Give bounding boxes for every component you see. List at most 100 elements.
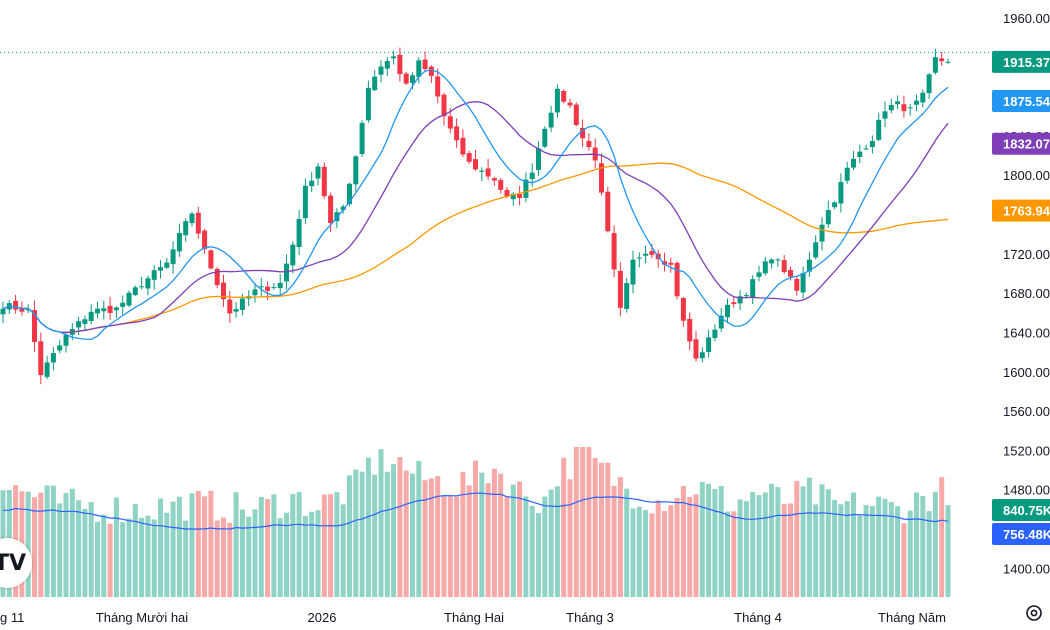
volume-bar xyxy=(428,478,434,597)
candle-body xyxy=(44,362,50,377)
settings-gear-icon[interactable] xyxy=(1024,603,1044,623)
candle-body xyxy=(869,140,875,148)
volume-bar xyxy=(302,516,308,597)
candle-body xyxy=(769,259,775,264)
candle-body xyxy=(504,189,510,197)
y-tick-label: 1480.00 xyxy=(1003,483,1050,498)
volume-bar xyxy=(926,511,932,597)
price-badge-label: 1832.07 xyxy=(1003,137,1050,152)
volume-bar xyxy=(353,469,359,597)
candle-body xyxy=(901,104,907,112)
volume-bar xyxy=(542,496,548,597)
volume-bar xyxy=(932,491,938,597)
volume-bar xyxy=(271,494,277,597)
candle-body xyxy=(435,76,441,97)
candle-body xyxy=(296,218,302,247)
volume-bar xyxy=(57,503,63,597)
volume-bar xyxy=(170,501,176,597)
volume-bar xyxy=(674,498,680,597)
candle-body xyxy=(762,261,768,274)
candle-body xyxy=(208,250,214,269)
volume-bar xyxy=(712,489,718,597)
candle-body xyxy=(107,305,113,313)
candle-body xyxy=(510,193,516,200)
volume-bar xyxy=(44,485,50,597)
volume-bar xyxy=(624,488,630,597)
volume-bar xyxy=(214,520,220,597)
candle-body xyxy=(662,261,667,265)
volume-bar xyxy=(857,515,863,597)
candle-body xyxy=(214,268,220,286)
volume-bar xyxy=(378,449,384,597)
volume-bar xyxy=(372,474,378,597)
candle-body xyxy=(365,87,371,121)
volume-bar xyxy=(340,504,346,597)
tradingview-logo-icon[interactable]: TV xyxy=(0,538,32,588)
candle-body xyxy=(491,178,497,181)
volume-bar xyxy=(706,483,712,597)
volume-bar xyxy=(586,447,592,597)
volume-bar xyxy=(195,491,201,597)
volume-bar xyxy=(643,510,649,597)
x-tick-label: Tháng 3 xyxy=(566,610,614,625)
volume-bar xyxy=(813,504,819,597)
candle-body xyxy=(284,263,289,282)
candle-body xyxy=(447,116,453,129)
x-tick-label: Tháng Năm xyxy=(878,610,946,625)
volume-bar xyxy=(258,496,264,597)
candle-body xyxy=(479,170,485,172)
candle-body xyxy=(939,58,945,62)
volume-bar xyxy=(510,484,516,597)
candle-body xyxy=(13,300,19,310)
candle-body xyxy=(775,259,781,261)
candle-body xyxy=(183,221,189,236)
volume-ma-line xyxy=(2,492,949,530)
volume-bar xyxy=(806,477,812,597)
candle-body xyxy=(693,339,699,359)
volume-bar xyxy=(410,473,415,597)
candle-body xyxy=(624,283,630,309)
volume-bar xyxy=(454,496,460,597)
volume-bar xyxy=(164,512,170,597)
candle-body xyxy=(838,181,844,204)
volume-bar xyxy=(50,485,56,597)
x-axis: g 11 Tháng Mười hai 2026 Tháng Hai Tháng 3 Th… xyxy=(0,610,946,625)
candle-body xyxy=(851,158,856,168)
volume-bar xyxy=(693,494,699,597)
volume-bar xyxy=(945,505,951,597)
x-tick-label: g 11 xyxy=(0,610,24,625)
candle-body xyxy=(536,148,541,170)
volume-bar xyxy=(158,498,163,597)
candle-body xyxy=(706,337,712,353)
volume-bar xyxy=(680,485,686,597)
volume-bar xyxy=(630,508,636,597)
candle-body xyxy=(857,151,863,157)
candle-body xyxy=(202,230,208,250)
candle-body xyxy=(63,334,69,346)
y-tick-label: 1640.00 xyxy=(1003,325,1050,340)
candle-body xyxy=(239,298,245,310)
volume-bar xyxy=(176,496,182,597)
volume-bar xyxy=(447,495,453,597)
price-badge xyxy=(992,50,1050,73)
candle-body xyxy=(76,321,82,328)
volume-bar xyxy=(750,491,756,597)
volume-bar xyxy=(536,513,541,597)
candle-body xyxy=(932,57,938,73)
candle-body xyxy=(410,75,415,83)
volume-bar xyxy=(888,502,894,597)
y-tick-label: 1800.00 xyxy=(1003,168,1050,183)
candle-body xyxy=(422,59,428,70)
volume-bar xyxy=(882,498,888,597)
candle-body xyxy=(57,345,63,351)
candle-body xyxy=(145,278,151,289)
candle-body xyxy=(176,232,182,252)
volume-bar xyxy=(435,476,441,597)
volume-bar xyxy=(151,519,157,597)
volume-bar xyxy=(359,471,365,597)
candle-body xyxy=(517,194,523,198)
volume-bar xyxy=(554,486,560,597)
candle-body xyxy=(548,112,554,128)
volume-bar xyxy=(655,500,661,597)
